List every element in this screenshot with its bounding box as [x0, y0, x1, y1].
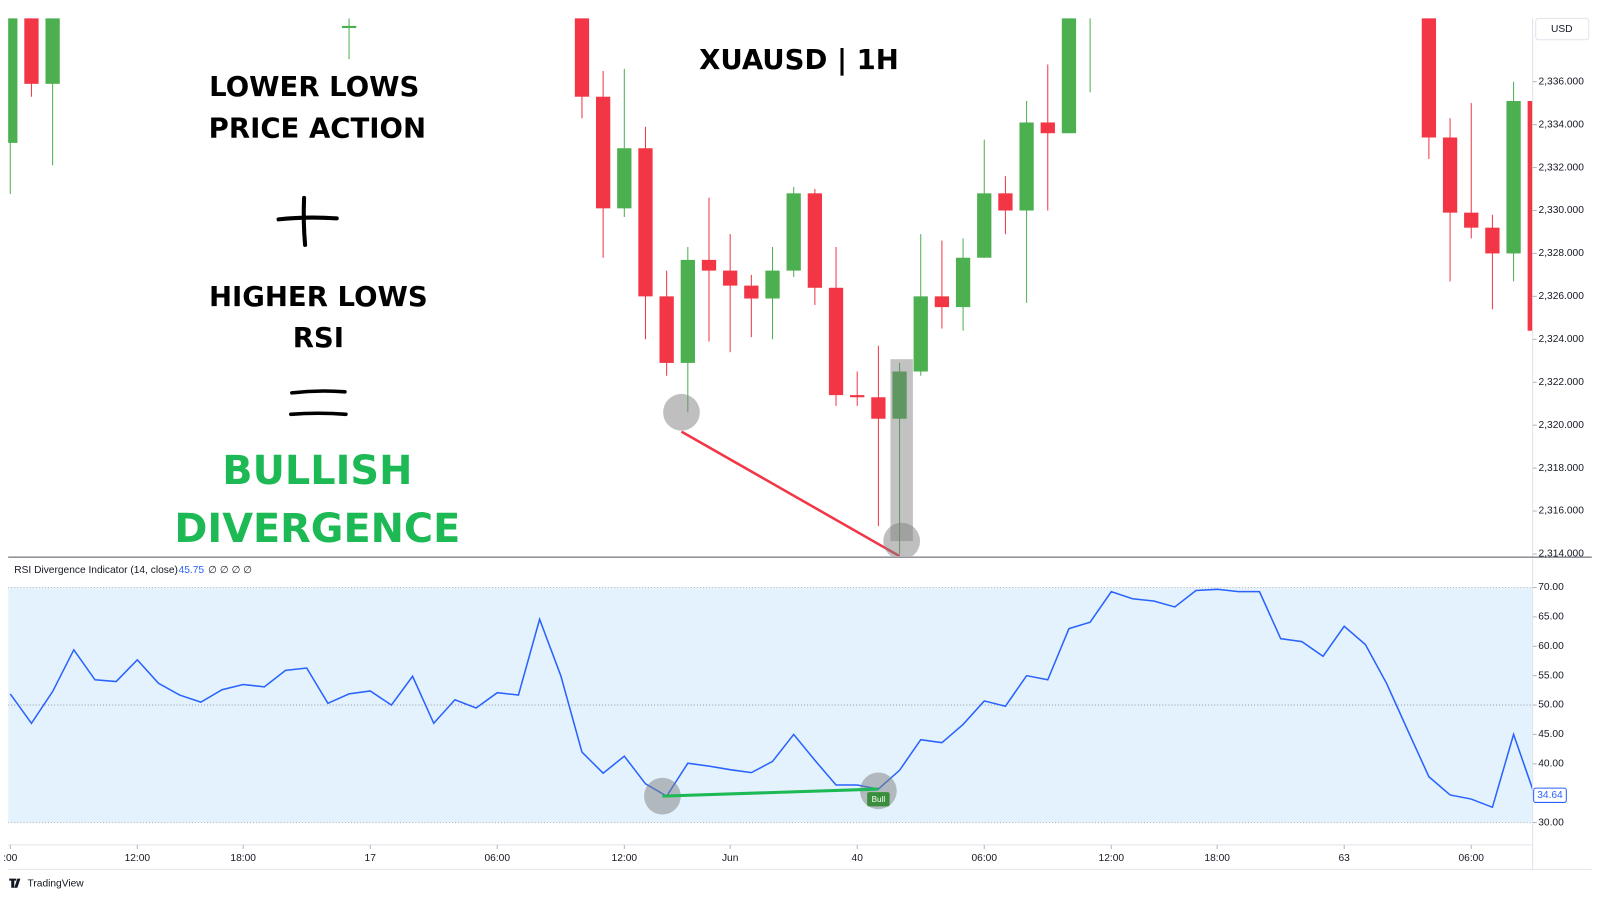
candle-body	[977, 193, 992, 258]
y-tick-label: 55.00	[1538, 670, 1564, 681]
y-tick-label: 40.00	[1538, 758, 1564, 769]
candle-body	[850, 395, 865, 398]
y-tick-label: 2,336.000	[1539, 76, 1585, 87]
price-plot	[8, 18, 1533, 557]
candle-body	[1464, 212, 1479, 228]
plus-sign	[276, 195, 339, 247]
indicator-name: RSI Divergence Indicator (14, close)	[14, 565, 178, 576]
candle-body	[617, 148, 632, 209]
annotation: PRICE ACTION	[209, 113, 426, 145]
y-tick-label: 60.00	[1538, 641, 1564, 652]
candle-body	[807, 193, 823, 288]
candle-body	[828, 287, 844, 396]
candle-body	[765, 270, 780, 299]
x-tick-label: 63	[1339, 853, 1351, 864]
divergence-line	[662, 787, 879, 798]
rsi-line	[9, 588, 1533, 809]
x-tick-label: 18:00	[230, 853, 256, 864]
candle-body	[574, 18, 590, 97]
indicator-extra: ∅ ∅ ∅ ∅	[208, 565, 252, 576]
x-tick-label: Jun	[722, 853, 738, 864]
annotation: LOWER LOWS	[209, 71, 419, 103]
y-tick-label: 2,334.000	[1539, 119, 1585, 130]
x-tick-label: 06:00	[972, 853, 998, 864]
annotation: HIGHER LOWS	[209, 281, 428, 313]
candle-body	[892, 371, 907, 419]
currency: USD	[1551, 24, 1573, 35]
y-tick-label: 2,324.000	[1539, 334, 1585, 345]
x-tick-label: 18:00	[1204, 853, 1230, 864]
y-tick-label: 2,332.000	[1539, 162, 1585, 173]
annotation: BULLISH	[222, 448, 412, 494]
last-value-box	[1533, 787, 1567, 803]
candle-body	[955, 257, 971, 308]
x-tick-label: 12:00	[612, 853, 638, 864]
candle-body	[638, 148, 653, 297]
annotation: RSI	[293, 322, 344, 354]
x-tick-label: :00	[3, 853, 17, 864]
y-tick-label: 30.00	[1538, 817, 1564, 828]
y-tick-label: 2,326.000	[1539, 291, 1585, 302]
candle-body	[1506, 101, 1521, 254]
annotation: DIVERGENCE	[174, 506, 460, 552]
candle-body	[723, 270, 738, 286]
candle-body	[8, 18, 18, 143]
x-tick-label: 06:00	[485, 853, 511, 864]
candle-body	[45, 18, 60, 84]
x-tick-label: 06:00	[1458, 853, 1484, 864]
candle-body	[934, 296, 950, 308]
indicator-value: 45.75	[179, 565, 205, 576]
y-tick-label: 2,330.000	[1539, 205, 1585, 216]
chart-title: XUAUSD | 1H	[699, 44, 899, 76]
divergence-marker	[663, 393, 700, 431]
x-tick-label: 17	[365, 853, 377, 864]
y-tick-label: 2,320.000	[1539, 420, 1585, 431]
y-tick-label: 45.00	[1538, 729, 1564, 740]
signal-box	[867, 792, 890, 807]
candle-body	[341, 25, 357, 29]
candle-body	[913, 296, 928, 372]
footer: TradingView	[28, 878, 85, 889]
candle-body	[680, 259, 695, 363]
candle-body	[871, 397, 886, 419]
candle-body	[1442, 137, 1458, 213]
y-tick-label: 50.00	[1538, 700, 1564, 711]
candle-body	[1040, 122, 1055, 134]
y-tick-label: 2,328.000	[1539, 248, 1585, 259]
candle-body	[24, 18, 39, 84]
equals-sign	[289, 389, 348, 417]
y-tick-label: 70.00	[1538, 582, 1564, 593]
x-tick-label: 12:00	[125, 853, 151, 864]
candle-body	[1061, 18, 1077, 134]
x-tick-label: 40	[852, 853, 864, 864]
candle-body	[786, 193, 801, 271]
divergence-line	[680, 430, 901, 557]
y-tick-label: 65.00	[1538, 612, 1564, 623]
candle-body	[1421, 18, 1437, 138]
divergence-marker	[883, 522, 921, 557]
candle-body	[1485, 227, 1500, 254]
last-value: 34.64	[1537, 790, 1563, 801]
candle-body	[595, 96, 611, 209]
candle-body	[1527, 101, 1533, 331]
signal-label: Bull	[872, 795, 886, 804]
logo	[9, 878, 21, 888]
candle-body	[701, 259, 717, 271]
y-tick-label: 2,316.000	[1539, 506, 1585, 517]
candle-body	[998, 193, 1013, 211]
x-tick-label: 12:00	[1099, 853, 1125, 864]
candle-body	[744, 285, 759, 299]
highlight	[890, 359, 913, 542]
rsi-plot: Bull	[8, 587, 1533, 824]
y-tick-label: 2,322.000	[1539, 377, 1585, 388]
y-tick-label: 2,314.000	[1539, 549, 1585, 560]
currency-box[interactable]	[1535, 17, 1590, 41]
candle-body	[1019, 122, 1034, 211]
candle-body	[659, 296, 674, 363]
y-tick-label: 2,318.000	[1539, 463, 1585, 474]
